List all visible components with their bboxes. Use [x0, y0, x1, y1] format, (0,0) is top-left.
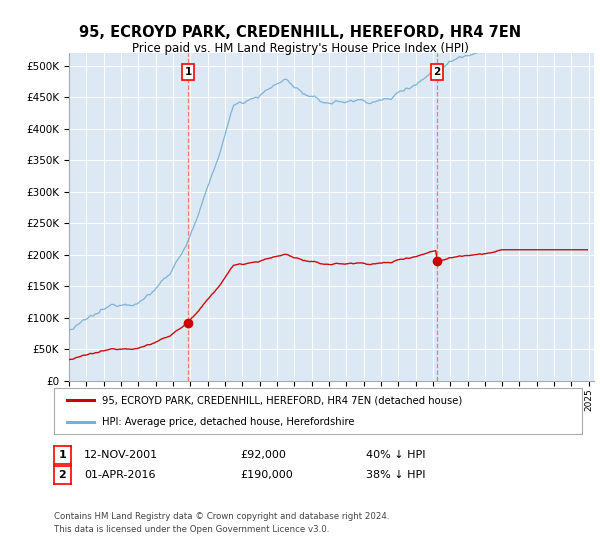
Text: 95, ECROYD PARK, CREDENHILL, HEREFORD, HR4 7EN (detached house): 95, ECROYD PARK, CREDENHILL, HEREFORD, H…: [101, 395, 462, 405]
Text: 95, ECROYD PARK, CREDENHILL, HEREFORD, HR4 7EN: 95, ECROYD PARK, CREDENHILL, HEREFORD, H…: [79, 25, 521, 40]
Text: 2: 2: [434, 67, 441, 77]
Text: 01-APR-2016: 01-APR-2016: [84, 470, 155, 480]
Text: £190,000: £190,000: [240, 470, 293, 480]
Text: 2: 2: [59, 470, 66, 480]
Text: Price paid vs. HM Land Registry's House Price Index (HPI): Price paid vs. HM Land Registry's House …: [131, 42, 469, 55]
Text: 40% ↓ HPI: 40% ↓ HPI: [366, 450, 425, 460]
Text: HPI: Average price, detached house, Herefordshire: HPI: Average price, detached house, Here…: [101, 417, 354, 427]
Text: 38% ↓ HPI: 38% ↓ HPI: [366, 470, 425, 480]
Text: 1: 1: [184, 67, 192, 77]
Text: Contains HM Land Registry data © Crown copyright and database right 2024.
This d: Contains HM Land Registry data © Crown c…: [54, 512, 389, 534]
Text: 1: 1: [59, 450, 66, 460]
Text: £92,000: £92,000: [240, 450, 286, 460]
Text: 12-NOV-2001: 12-NOV-2001: [84, 450, 158, 460]
